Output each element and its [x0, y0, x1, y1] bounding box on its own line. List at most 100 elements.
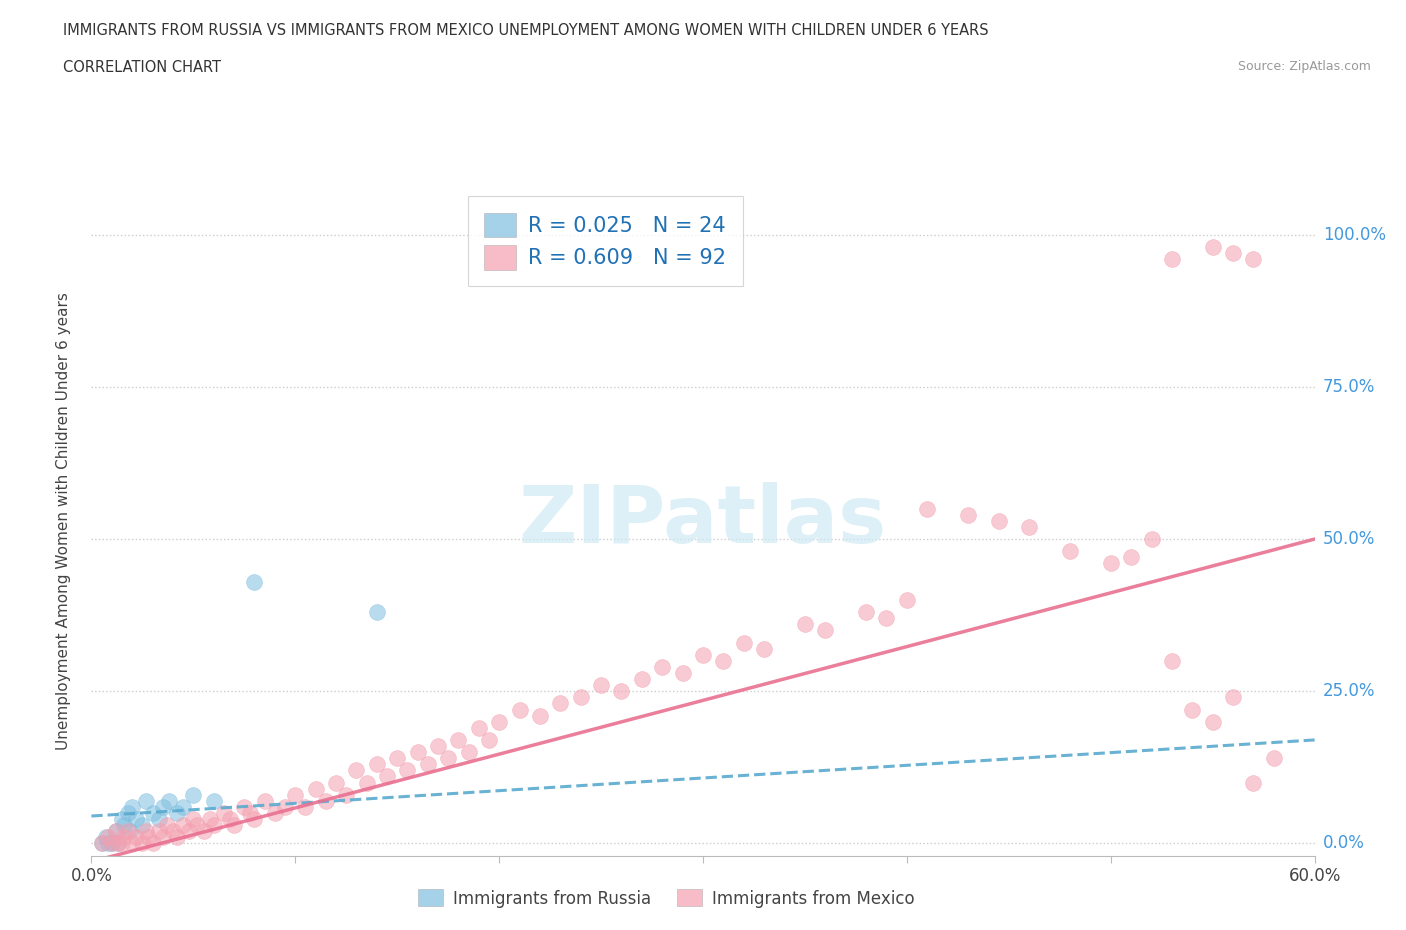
Point	[120, 824, 142, 839]
Point	[166, 805, 188, 820]
Point	[692, 647, 714, 662]
Point	[1181, 702, 1204, 717]
Legend: Immigrants from Russia, Immigrants from Mexico: Immigrants from Russia, Immigrants from …	[412, 883, 921, 914]
Point	[375, 769, 398, 784]
Point	[437, 751, 460, 765]
Point	[274, 800, 297, 815]
Point	[112, 817, 135, 832]
Point	[325, 775, 347, 790]
Point	[366, 757, 388, 772]
Point	[131, 836, 153, 851]
Point	[148, 824, 170, 839]
Point	[447, 733, 470, 748]
Point	[138, 830, 160, 844]
Text: Source: ZipAtlas.com: Source: ZipAtlas.com	[1237, 60, 1371, 73]
Point	[101, 836, 124, 851]
Text: CORRELATION CHART: CORRELATION CHART	[63, 60, 221, 75]
Point	[1243, 252, 1265, 267]
Point	[366, 604, 388, 619]
Point	[117, 824, 139, 839]
Point	[1263, 751, 1285, 765]
Point	[346, 763, 368, 777]
Point	[233, 800, 256, 815]
Point	[111, 836, 134, 851]
Point	[1243, 775, 1265, 790]
Point	[198, 812, 221, 827]
Point	[672, 666, 695, 681]
Point	[651, 659, 673, 674]
Point	[733, 635, 755, 650]
Point	[183, 812, 205, 827]
Point	[315, 793, 337, 808]
Point	[141, 836, 163, 851]
Point	[243, 574, 266, 589]
Point	[222, 817, 246, 832]
Point	[183, 788, 205, 803]
Point	[284, 788, 307, 803]
Point	[104, 824, 127, 839]
Point	[193, 824, 215, 839]
Point	[385, 751, 409, 765]
Text: ZIPatlas: ZIPatlas	[519, 482, 887, 560]
Point	[631, 671, 654, 686]
Point	[97, 830, 120, 844]
Point	[253, 793, 276, 808]
Point	[156, 817, 179, 832]
Point	[148, 812, 170, 827]
Point	[427, 738, 450, 753]
Text: 0.0%: 0.0%	[1323, 834, 1365, 853]
Point	[591, 678, 613, 693]
Point	[488, 714, 510, 729]
Point	[610, 684, 633, 698]
Point	[478, 733, 501, 748]
Point	[172, 800, 194, 815]
Point	[406, 745, 429, 760]
Point	[243, 812, 266, 827]
Point	[294, 800, 316, 815]
Point	[101, 836, 124, 851]
Point	[172, 817, 194, 832]
Point	[754, 641, 776, 656]
Point	[896, 592, 918, 607]
Point	[141, 805, 163, 820]
Point	[1161, 654, 1184, 669]
Text: IMMIGRANTS FROM RUSSIA VS IMMIGRANTS FROM MEXICO UNEMPLOYMENT AMONG WOMEN WITH C: IMMIGRANTS FROM RUSSIA VS IMMIGRANTS FRO…	[63, 23, 988, 38]
Point	[152, 800, 174, 815]
Point	[90, 836, 112, 851]
Point	[121, 836, 143, 851]
Text: 25.0%: 25.0%	[1323, 683, 1375, 700]
Text: 100.0%: 100.0%	[1323, 226, 1386, 244]
Point	[335, 788, 357, 803]
Point	[179, 824, 201, 839]
Point	[219, 812, 242, 827]
Point	[111, 812, 134, 827]
Point	[121, 800, 143, 815]
Point	[135, 793, 157, 808]
Point	[94, 830, 117, 844]
Point	[793, 617, 815, 631]
Point	[1161, 252, 1184, 267]
Point	[1222, 690, 1244, 705]
Point	[509, 702, 531, 717]
Point	[107, 836, 129, 851]
Point	[239, 805, 262, 820]
Y-axis label: Unemployment Among Women with Children Under 6 years: Unemployment Among Women with Children U…	[56, 292, 70, 750]
Point	[467, 721, 491, 736]
Point	[1222, 246, 1244, 260]
Point	[90, 836, 112, 851]
Point	[152, 830, 174, 844]
Point	[855, 604, 877, 619]
Point	[550, 696, 572, 711]
Point	[956, 507, 979, 522]
Point	[1202, 239, 1225, 254]
Point	[356, 775, 378, 790]
Text: 75.0%: 75.0%	[1323, 378, 1375, 396]
Point	[1059, 544, 1081, 559]
Point	[131, 817, 153, 832]
Point	[157, 793, 180, 808]
Point	[202, 793, 225, 808]
Point	[1018, 520, 1040, 535]
Point	[711, 654, 734, 669]
Point	[202, 817, 225, 832]
Point	[569, 690, 592, 705]
